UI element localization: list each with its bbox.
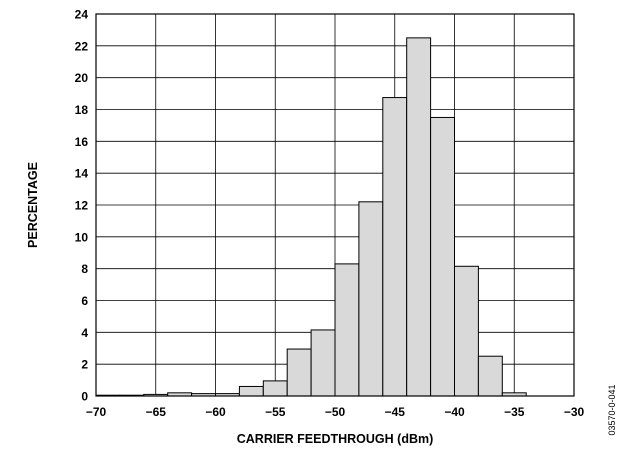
histogram-bar-13 [406,37,432,397]
x-tick-label: −60 [205,405,226,419]
x-tick-label: −55 [265,405,286,419]
histogram-bar-14 [430,116,456,397]
histogram-bar-8 [286,348,312,397]
x-axis-title: CARRIER FEEDTHROUGH (dBm) [237,432,434,446]
y-tick-label: 18 [75,103,89,117]
y-tick-label: 10 [75,230,89,244]
y-tick-label: 22 [75,39,89,53]
plot-area-frame [95,13,575,397]
x-tick-label: −70 [86,405,107,419]
x-tick-label: −30 [564,405,585,419]
y-tick-label: 2 [81,358,88,372]
x-tick-label: −65 [146,405,167,419]
histogram-bar-15 [454,265,479,397]
histogram-bar-11 [358,201,384,397]
x-tick-label: −35 [504,405,525,419]
histogram-bar-10 [334,263,360,397]
y-tick-label: 14 [75,167,89,181]
y-tick-label: 24 [75,8,89,22]
histogram-bar-9 [310,329,336,397]
histogram-bars [95,37,527,397]
y-tick-label: 0 [81,390,88,404]
y-tick-label: 16 [75,135,89,149]
y-tick-label: 6 [81,294,88,308]
histogram-bar-12 [382,97,408,397]
x-tick-label: −45 [385,405,406,419]
x-tick-label: −40 [444,405,465,419]
figure-code-label: 03570-0-041 [607,384,617,435]
x-tick-label: −50 [325,405,346,419]
histogram-bar-6 [238,385,264,397]
y-tick-label: 12 [75,199,89,213]
y-tick-label: 8 [81,262,88,276]
y-axis-title: PERCENTAGE [26,162,40,248]
y-tick-label: 20 [75,71,89,85]
histogram-bar-16 [477,355,503,397]
y-tick-label: 4 [81,326,88,340]
histogram-bar-7 [262,380,288,397]
x-axis-ticks: −70 −65 −60 −55 −50 −45 −40 −35 −30 [86,405,585,419]
